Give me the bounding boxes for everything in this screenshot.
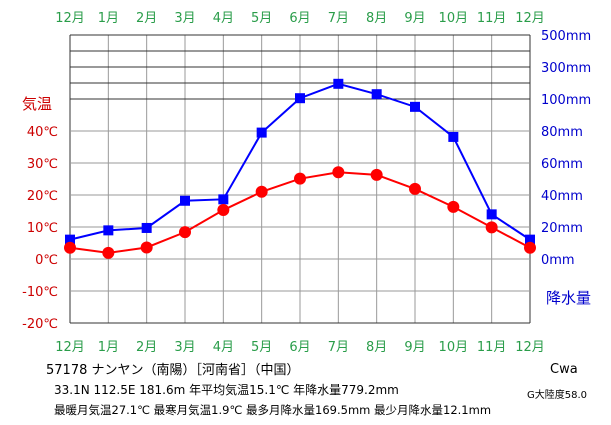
precip-tick-label: 0mm xyxy=(541,253,575,268)
temp-tick-label: 40℃ xyxy=(27,125,58,140)
month-label-bottom: 6月 xyxy=(289,340,310,355)
month-label-top: 10月 xyxy=(439,11,469,26)
temperature-point xyxy=(447,200,460,213)
month-label-top: 5月 xyxy=(251,11,272,26)
temperature-point xyxy=(485,221,498,234)
station-info-line2: 最暖月気温27.1℃ 最寒月気温1.9℃ 最多月降水量169.5mm 最少月降水… xyxy=(54,403,492,417)
temperature-point xyxy=(64,241,76,254)
temperature-point xyxy=(370,168,383,181)
month-label-bottom: 4月 xyxy=(213,340,234,355)
temperature-point xyxy=(102,246,115,259)
precip-tick-label: 60mm xyxy=(541,157,583,172)
precip-tick-label: 40mm xyxy=(541,189,583,204)
month-label-bottom: 3月 xyxy=(174,340,195,355)
precip-tick-label: 100mm xyxy=(541,93,591,108)
precipitation-point xyxy=(180,195,190,206)
temperature-point xyxy=(179,226,191,239)
station-info-line1: 33.1N 112.5E 181.6m 年平均気温15.1℃ 年降水量779.2… xyxy=(54,383,399,397)
month-label-bottom: 12月 xyxy=(55,340,85,355)
month-label-bottom: 12月 xyxy=(515,340,545,355)
temperature-point xyxy=(140,241,153,254)
temp-tick-label: 10℃ xyxy=(27,221,58,236)
temp-tick-label: 20℃ xyxy=(27,189,58,204)
month-label-bottom: 11月 xyxy=(477,340,507,355)
precipitation-point xyxy=(65,234,75,245)
month-label-top: 6月 xyxy=(289,11,310,26)
month-label-bottom: 9月 xyxy=(404,340,425,355)
month-label-top: 12月 xyxy=(515,11,545,26)
precipitation-point xyxy=(410,101,420,112)
month-label-top: 2月 xyxy=(136,11,157,26)
climate-classification: Cwa xyxy=(550,362,578,377)
month-label-top: 9月 xyxy=(404,11,425,26)
month-label-bottom: 7月 xyxy=(328,340,349,355)
temperature-point xyxy=(524,241,536,254)
temperature-point xyxy=(217,204,230,217)
precipitation-axis-ticks: 500mm 300mm 100mm 80mm 60mm 40mm 20mm 0mm xyxy=(541,29,591,268)
temp-tick-label: -10℃ xyxy=(22,285,58,300)
precipitation-point xyxy=(256,127,267,138)
precipitation-point xyxy=(486,209,497,220)
temperature-axis-ticks: 40℃ 30℃ 20℃ 10℃ 0℃ -10℃ -20℃ xyxy=(22,125,58,332)
temperature-point xyxy=(409,182,421,195)
precipitation-point xyxy=(295,93,305,104)
precip-tick-label: 500mm xyxy=(541,29,591,44)
precipitation-axis-title: 降水量 xyxy=(546,289,591,307)
month-label-top: 3月 xyxy=(174,11,195,26)
month-label-top: 4月 xyxy=(213,11,234,26)
month-label-bottom: 2月 xyxy=(136,340,157,355)
temperature-series xyxy=(64,166,536,259)
temperature-point xyxy=(332,166,345,179)
month-label-bottom: 5月 xyxy=(251,340,272,355)
temperature-point xyxy=(255,185,268,198)
bottom-month-labels: 12月 1月 2月 3月 4月 5月 6月 7月 8月 9月 10月 11月 12月 xyxy=(55,340,545,355)
month-label-bottom: 8月 xyxy=(366,340,387,355)
temperature-axis-title: 気温 xyxy=(22,95,52,113)
continentality-index: G大陸度58.0 xyxy=(527,390,588,401)
temp-tick-label: 0℃ xyxy=(35,253,58,268)
month-label-top: 11月 xyxy=(477,11,507,26)
temp-tick-label: -20℃ xyxy=(22,317,58,332)
precipitation-point xyxy=(448,131,459,142)
precipitation-point xyxy=(525,234,535,245)
month-label-top: 7月 xyxy=(328,11,349,26)
precipitation-point xyxy=(218,194,229,205)
top-month-labels: 12月 1月 2月 3月 4月 5月 6月 7月 8月 9月 10月 11月 12月 xyxy=(55,11,545,26)
precip-tick-label: 80mm xyxy=(541,125,583,140)
precip-tick-label: 20mm xyxy=(541,221,583,236)
month-label-top: 12月 xyxy=(55,11,85,26)
precipitation-point xyxy=(103,225,114,236)
month-label-bottom: 10月 xyxy=(439,340,469,355)
temperature-point xyxy=(294,172,306,185)
temp-tick-label: 30℃ xyxy=(27,157,58,172)
precipitation-series xyxy=(65,78,535,245)
precipitation-point xyxy=(333,78,344,89)
precipitation-point xyxy=(141,222,152,233)
month-label-top: 8月 xyxy=(366,11,387,26)
station-name: 57178 ナンヤン（南陽）［河南省］（中国） xyxy=(46,363,300,378)
precip-tick-label: 300mm xyxy=(541,61,591,76)
precipitation-point xyxy=(371,89,382,100)
month-label-bottom: 1月 xyxy=(98,340,119,355)
month-label-top: 1月 xyxy=(98,11,119,26)
